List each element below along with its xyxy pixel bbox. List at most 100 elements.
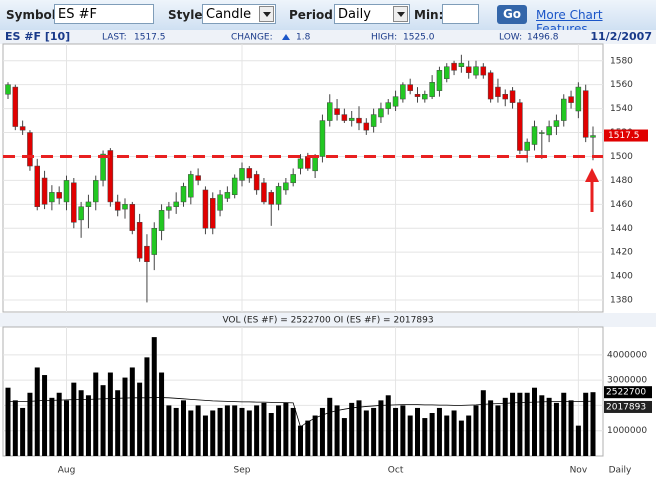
- candle-body: [429, 82, 435, 97]
- candle-body: [524, 141, 530, 151]
- info-change: 1.8: [296, 33, 311, 43]
- candle-body: [188, 174, 194, 198]
- candle-body: [144, 245, 150, 262]
- candle-body: [158, 210, 165, 231]
- candle-body: [180, 186, 187, 203]
- volume-bar: [466, 415, 472, 456]
- candle-body: [487, 72, 494, 100]
- candle-body: [78, 206, 84, 221]
- candle-body: [85, 201, 92, 207]
- oi-label: 2017893: [606, 402, 646, 412]
- candle-body: [495, 86, 501, 97]
- candle-body: [239, 168, 245, 181]
- candle-body: [473, 66, 479, 76]
- volume-bar: [502, 397, 508, 456]
- candle-body: [356, 117, 362, 124]
- candle-body: [261, 182, 267, 203]
- volume-bar: [561, 392, 567, 456]
- volume-bar: [42, 375, 48, 456]
- go-button[interactable]: Go: [497, 5, 527, 24]
- volume-bar: [473, 405, 479, 456]
- x-axis-period: Daily: [609, 466, 632, 476]
- volume-bar: [64, 400, 69, 456]
- volume-bar: [510, 392, 516, 456]
- last-price-label: 1517.5: [608, 131, 640, 141]
- volume-bar: [56, 392, 62, 456]
- volume-bar: [122, 377, 128, 456]
- oi-box: [604, 400, 652, 413]
- volume-bar: [107, 372, 113, 456]
- x-tick-label: Sep: [234, 466, 251, 476]
- candle-body: [136, 222, 143, 259]
- toolbar: Symbol: ES #F Style: Candle Period: Dail…: [0, 0, 656, 36]
- volume-bar: [71, 382, 77, 456]
- symbol-input[interactable]: ES #F: [54, 4, 154, 24]
- candle-body: [210, 198, 216, 229]
- candle-body: [268, 192, 274, 205]
- candle-body: [451, 62, 457, 71]
- candle-body: [517, 102, 523, 151]
- price-panel: [2, 43, 604, 313]
- candle-body: [400, 84, 406, 100]
- volume-bar: [93, 372, 99, 456]
- min-label: Min:: [414, 8, 444, 22]
- volume-bar: [246, 410, 252, 456]
- last-volume-box: [604, 386, 652, 399]
- candle-body: [275, 186, 282, 205]
- volume-bar: [407, 415, 413, 456]
- volume-bar: [239, 407, 245, 456]
- y-tick-label: 1380: [610, 296, 633, 306]
- y-tick-label: 1480: [610, 176, 633, 186]
- volume-bar: [232, 405, 238, 456]
- volume-bar: [210, 410, 216, 456]
- volume-bar: [268, 413, 274, 456]
- y-tick-label: 1540: [610, 104, 633, 114]
- candle-body: [305, 156, 311, 169]
- volume-bar: [20, 407, 26, 456]
- style-select[interactable]: Candle: [202, 4, 276, 24]
- candle-body: [253, 174, 260, 191]
- candle-body: [100, 153, 106, 181]
- candle-body: [407, 84, 413, 91]
- volume-bar: [166, 405, 172, 456]
- candle-body: [12, 86, 19, 127]
- candle-body: [107, 150, 114, 203]
- volume-bar: [319, 407, 325, 456]
- candle-body: [27, 132, 33, 167]
- volume-bar: [151, 337, 157, 456]
- min-input[interactable]: [442, 4, 479, 24]
- candle-body: [49, 192, 55, 203]
- candle-body: [71, 182, 77, 223]
- volume-bar: [575, 425, 581, 456]
- candle-body: [34, 165, 40, 207]
- y-tick-label: 1400: [610, 272, 633, 282]
- volume-bar: [49, 397, 55, 456]
- volume-bar: [188, 410, 194, 456]
- x-tick-label: Oct: [388, 466, 404, 476]
- y-tick-label: 1500: [610, 152, 633, 162]
- x-tick-label: Nov: [570, 466, 588, 476]
- volume-bar: [327, 397, 333, 456]
- volume-bar: [532, 387, 537, 456]
- volume-bar: [378, 400, 384, 456]
- volume-bar: [590, 392, 596, 456]
- volume-bar: [27, 392, 33, 456]
- last-volume-label: 2522700: [606, 388, 646, 398]
- candle-body: [122, 204, 128, 210]
- candle-body: [173, 201, 179, 207]
- y-tick-label: 1440: [610, 224, 633, 234]
- candle-body: [546, 126, 552, 136]
- candle-body: [561, 98, 567, 121]
- volume-bar: [363, 410, 369, 456]
- y-tick-label: 1420: [610, 248, 633, 258]
- candle-body: [224, 192, 231, 199]
- dropdown-arrow: [393, 6, 408, 22]
- volume-bar: [305, 420, 311, 456]
- candle-body: [327, 102, 333, 121]
- period-select[interactable]: Daily: [334, 4, 410, 24]
- candle-body: [568, 96, 574, 103]
- volume-bar: [137, 382, 143, 456]
- volume-bar: [312, 415, 318, 456]
- y-tick-label: 1580: [610, 56, 633, 66]
- volume-bar: [422, 418, 428, 456]
